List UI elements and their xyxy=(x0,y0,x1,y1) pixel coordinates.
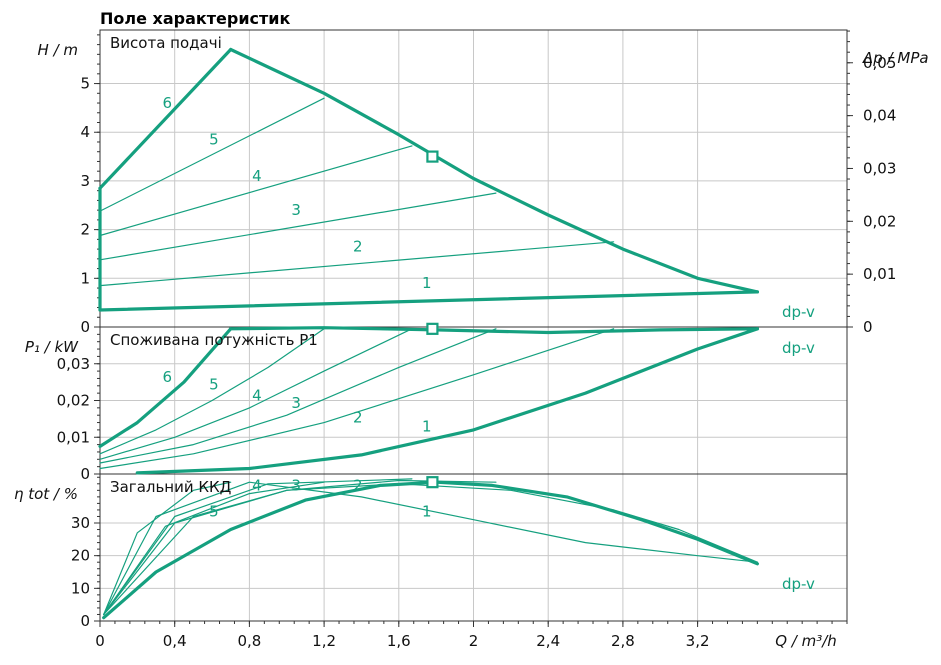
x-tick-label: 2 xyxy=(469,632,479,650)
panel-caption: Загальний ККД xyxy=(110,478,231,496)
curve-label: 6 xyxy=(162,94,172,112)
x-axis-label: Q / m³/h xyxy=(775,632,837,650)
y-tick-label: 4 xyxy=(80,123,90,141)
curve-label: 4 xyxy=(252,387,262,405)
x-tick-label: 0,4 xyxy=(163,632,187,650)
series-line-efficiency-2 xyxy=(103,483,759,616)
operating-point-marker xyxy=(426,150,439,163)
dpv-label: dp-v xyxy=(782,575,815,593)
series-line-efficiency-5 xyxy=(103,481,325,616)
y-axis-label: P₁ / kW xyxy=(25,338,79,356)
series-line-head-3 xyxy=(99,192,497,261)
curve-label: 5 xyxy=(209,130,219,148)
curve-label: 1 xyxy=(422,418,432,436)
series-line-head-envelope xyxy=(229,47,760,294)
curve-label: 5 xyxy=(209,375,219,393)
curve-label: 1 xyxy=(422,502,432,520)
x-tick-label: 2,4 xyxy=(536,632,560,650)
curve-label: 2 xyxy=(353,238,363,256)
series-line-efficiency-1 xyxy=(103,481,759,616)
y2-tick-label: 0,01 xyxy=(863,265,896,283)
series-line-power-envelope xyxy=(229,326,760,335)
series-line-head-2 xyxy=(99,241,615,287)
y-tick-label: 10 xyxy=(71,579,90,597)
y2-tick-label: 0,04 xyxy=(863,107,896,125)
panel-caption: Висота подачі xyxy=(110,34,222,52)
y2-tick-label: 0,03 xyxy=(863,159,896,177)
series-line-head-6 xyxy=(98,47,233,190)
series-line-power-4 xyxy=(99,328,413,460)
y2-tick-label: 0,05 xyxy=(863,54,896,72)
axes-layer xyxy=(94,29,853,627)
curve-label: 2 xyxy=(353,476,363,494)
curve-label: 3 xyxy=(291,201,301,219)
curve-label: 3 xyxy=(291,394,301,412)
series-line-power-2 xyxy=(99,328,615,470)
y-axis-label: H / m xyxy=(38,41,78,59)
operating-point-marker xyxy=(426,476,439,489)
series-line-power-1 xyxy=(135,327,760,475)
x-tick-label: 1,6 xyxy=(387,632,411,650)
y-tick-label: 0 xyxy=(80,612,90,630)
operating-point-marker xyxy=(426,322,439,335)
x-tick-label: 0,8 xyxy=(237,632,261,650)
y2-tick-label: 0,02 xyxy=(863,212,896,230)
y-tick-label: 0 xyxy=(80,465,90,483)
y-tick-label: 0 xyxy=(80,318,90,336)
dpv-label: dp-v xyxy=(782,303,815,321)
x-tick-label: 0 xyxy=(95,632,105,650)
grid-layer xyxy=(99,30,847,621)
y2-axis-label: Δp / MPa xyxy=(862,49,929,67)
curve-label: 3 xyxy=(291,476,301,494)
series-line-power-6 xyxy=(98,327,233,448)
dpv-label: dp-v xyxy=(782,339,815,357)
x-tick-label: 1,2 xyxy=(312,632,336,650)
y-tick-label: 20 xyxy=(71,547,90,565)
y-tick-label: 0,03 xyxy=(57,355,90,373)
curve-label: 4 xyxy=(252,476,262,494)
y-tick-label: 0,01 xyxy=(57,428,90,446)
series-layer xyxy=(98,47,760,620)
curve-label: 2 xyxy=(353,409,363,427)
y-tick-label: 1 xyxy=(80,269,90,287)
panel-caption: Споживана потужність P1 xyxy=(110,331,318,349)
curve-label: 4 xyxy=(252,167,262,185)
series-line-power-3 xyxy=(99,328,497,464)
series-line-head-5 xyxy=(99,97,325,212)
series-line-head-1 xyxy=(98,290,760,312)
x-tick-label: 3,2 xyxy=(686,632,710,650)
y-axis-label: η tot / % xyxy=(14,485,78,503)
y-tick-label: 30 xyxy=(71,514,90,532)
chart-title: Поле характеристик xyxy=(100,9,291,28)
series-line-efficiency-6 xyxy=(103,481,232,616)
series-line-power-5 xyxy=(99,328,325,455)
y-tick-label: 2 xyxy=(80,221,90,239)
series-line-efficiency-4 xyxy=(103,478,413,616)
y2-tick-label: 0 xyxy=(863,318,873,336)
x-tick-label: 2,8 xyxy=(611,632,635,650)
curve-label: 6 xyxy=(162,368,172,386)
curve-label: 1 xyxy=(422,274,432,292)
y-tick-label: 3 xyxy=(80,172,90,190)
series-line-head-4 xyxy=(99,145,413,237)
y-tick-label: 0,02 xyxy=(57,392,90,410)
curve-label: 5 xyxy=(209,502,219,520)
y-tick-label: 5 xyxy=(80,75,90,93)
